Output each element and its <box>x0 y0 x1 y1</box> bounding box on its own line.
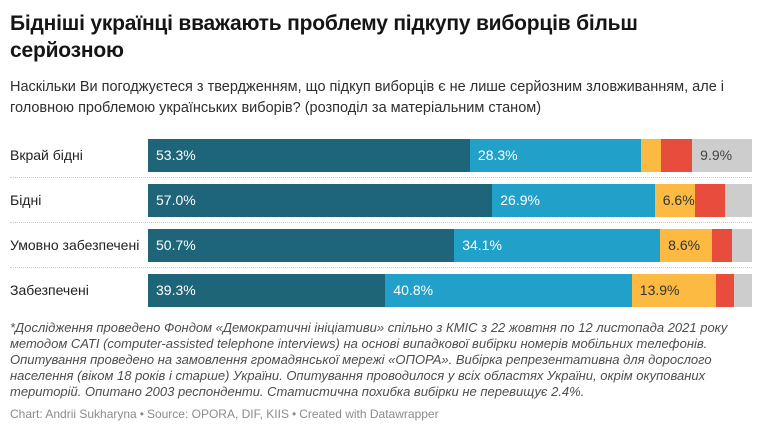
chart-title: Бідніші українці вважають проблему підку… <box>10 12 638 62</box>
bar-track: 50.7% 34.1% 8.6% <box>148 228 752 262</box>
bar-segment-red[interactable] <box>712 228 733 262</box>
bar-segment-light-blue[interactable]: 26.9% <box>492 183 655 217</box>
bar-segment-dark-teal[interactable]: 57.0% <box>148 183 493 217</box>
chart-credit: Chart: Andrii Sukharyna • Source: OPORA, D… <box>10 407 752 421</box>
bar-segment-orange[interactable] <box>640 138 662 172</box>
bar-segment-light-blue[interactable]: 28.3% <box>469 138 641 172</box>
bar-segment-light-blue[interactable]: 34.1% <box>454 228 661 262</box>
bar-segment-red[interactable] <box>715 273 734 307</box>
chart: Вкрай бідні 53.3% 28.3% 9.9% Бідні 57.0% 26.9%… <box>10 133 752 312</box>
value-label: 9.9% <box>700 147 733 164</box>
value-label: 40.8% <box>393 282 434 299</box>
value-label: 26.9% <box>500 192 540 209</box>
bar-segment-red[interactable] <box>661 138 693 172</box>
chart-row: Бідні 57.0% 26.9% 6.6% <box>10 178 752 224</box>
bar-segment-gray[interactable] <box>733 273 752 307</box>
chart-row: Умовно забезпечені 50.7% 34.1% 8.6% <box>10 223 752 269</box>
bar-segment-orange[interactable]: 8.6% <box>660 228 713 262</box>
bar-segment-dark-teal[interactable]: 50.7% <box>148 228 455 262</box>
value-label: 34.1% <box>462 237 502 254</box>
bar-segment-light-blue[interactable]: 40.8% <box>385 273 632 307</box>
bar-segment-gray[interactable] <box>732 228 752 262</box>
bar-segment-gray[interactable] <box>724 183 752 217</box>
value-label: 13.9% <box>639 282 680 299</box>
bar-segment-gray[interactable]: 9.9% <box>692 138 752 172</box>
value-label: 28.3% <box>477 147 518 164</box>
bar-segment-orange[interactable]: 6.6% <box>654 183 695 217</box>
value-label: 8.6% <box>668 237 701 254</box>
value-label: 53.3% <box>156 147 196 164</box>
bar-track: 57.0% 26.9% 6.6% <box>148 183 752 217</box>
category-label: Бідні <box>10 192 42 209</box>
datawrapper-link[interactable]: Created with Datawrapper <box>299 407 439 422</box>
value-label: 6.6% <box>662 192 695 209</box>
bar-segment-red[interactable] <box>694 183 725 217</box>
value-label: 39.3% <box>156 282 196 299</box>
credit-source: Source: OPORA, DIF, KIIS <box>146 407 289 422</box>
chart-row: Вкрай бідні 53.3% 28.3% 9.9% <box>10 133 752 179</box>
chart-row: Забезпечені 39.3% 40.8% 13.9% <box>10 268 752 312</box>
category-label: Умовно забезпечені <box>10 237 140 254</box>
credit-separator: • <box>291 407 297 422</box>
category-label: Вкрай бідні <box>10 147 83 164</box>
bar-track: 53.3% 28.3% 9.9% <box>148 138 752 172</box>
bar-segment-dark-teal[interactable]: 39.3% <box>148 273 386 307</box>
chart-subtitle: Наскільки Ви погоджуєтеся з твердженням,… <box>10 79 725 117</box>
credit-separator: • <box>139 407 144 422</box>
category-label: Забезпечені <box>10 282 89 299</box>
credit-author: Chart: Andrii Sukharyna <box>10 407 137 422</box>
bar-track: 39.3% 40.8% 13.9% <box>148 273 752 307</box>
value-label: 57.0% <box>156 192 196 209</box>
value-label: 50.7% <box>156 237 196 254</box>
bar-segment-orange[interactable]: 13.9% <box>631 273 716 307</box>
bar-segment-dark-teal[interactable]: 53.3% <box>148 138 470 172</box>
chart-footnote: *Дослідження проведено Фондом «Демократи… <box>10 320 728 400</box>
